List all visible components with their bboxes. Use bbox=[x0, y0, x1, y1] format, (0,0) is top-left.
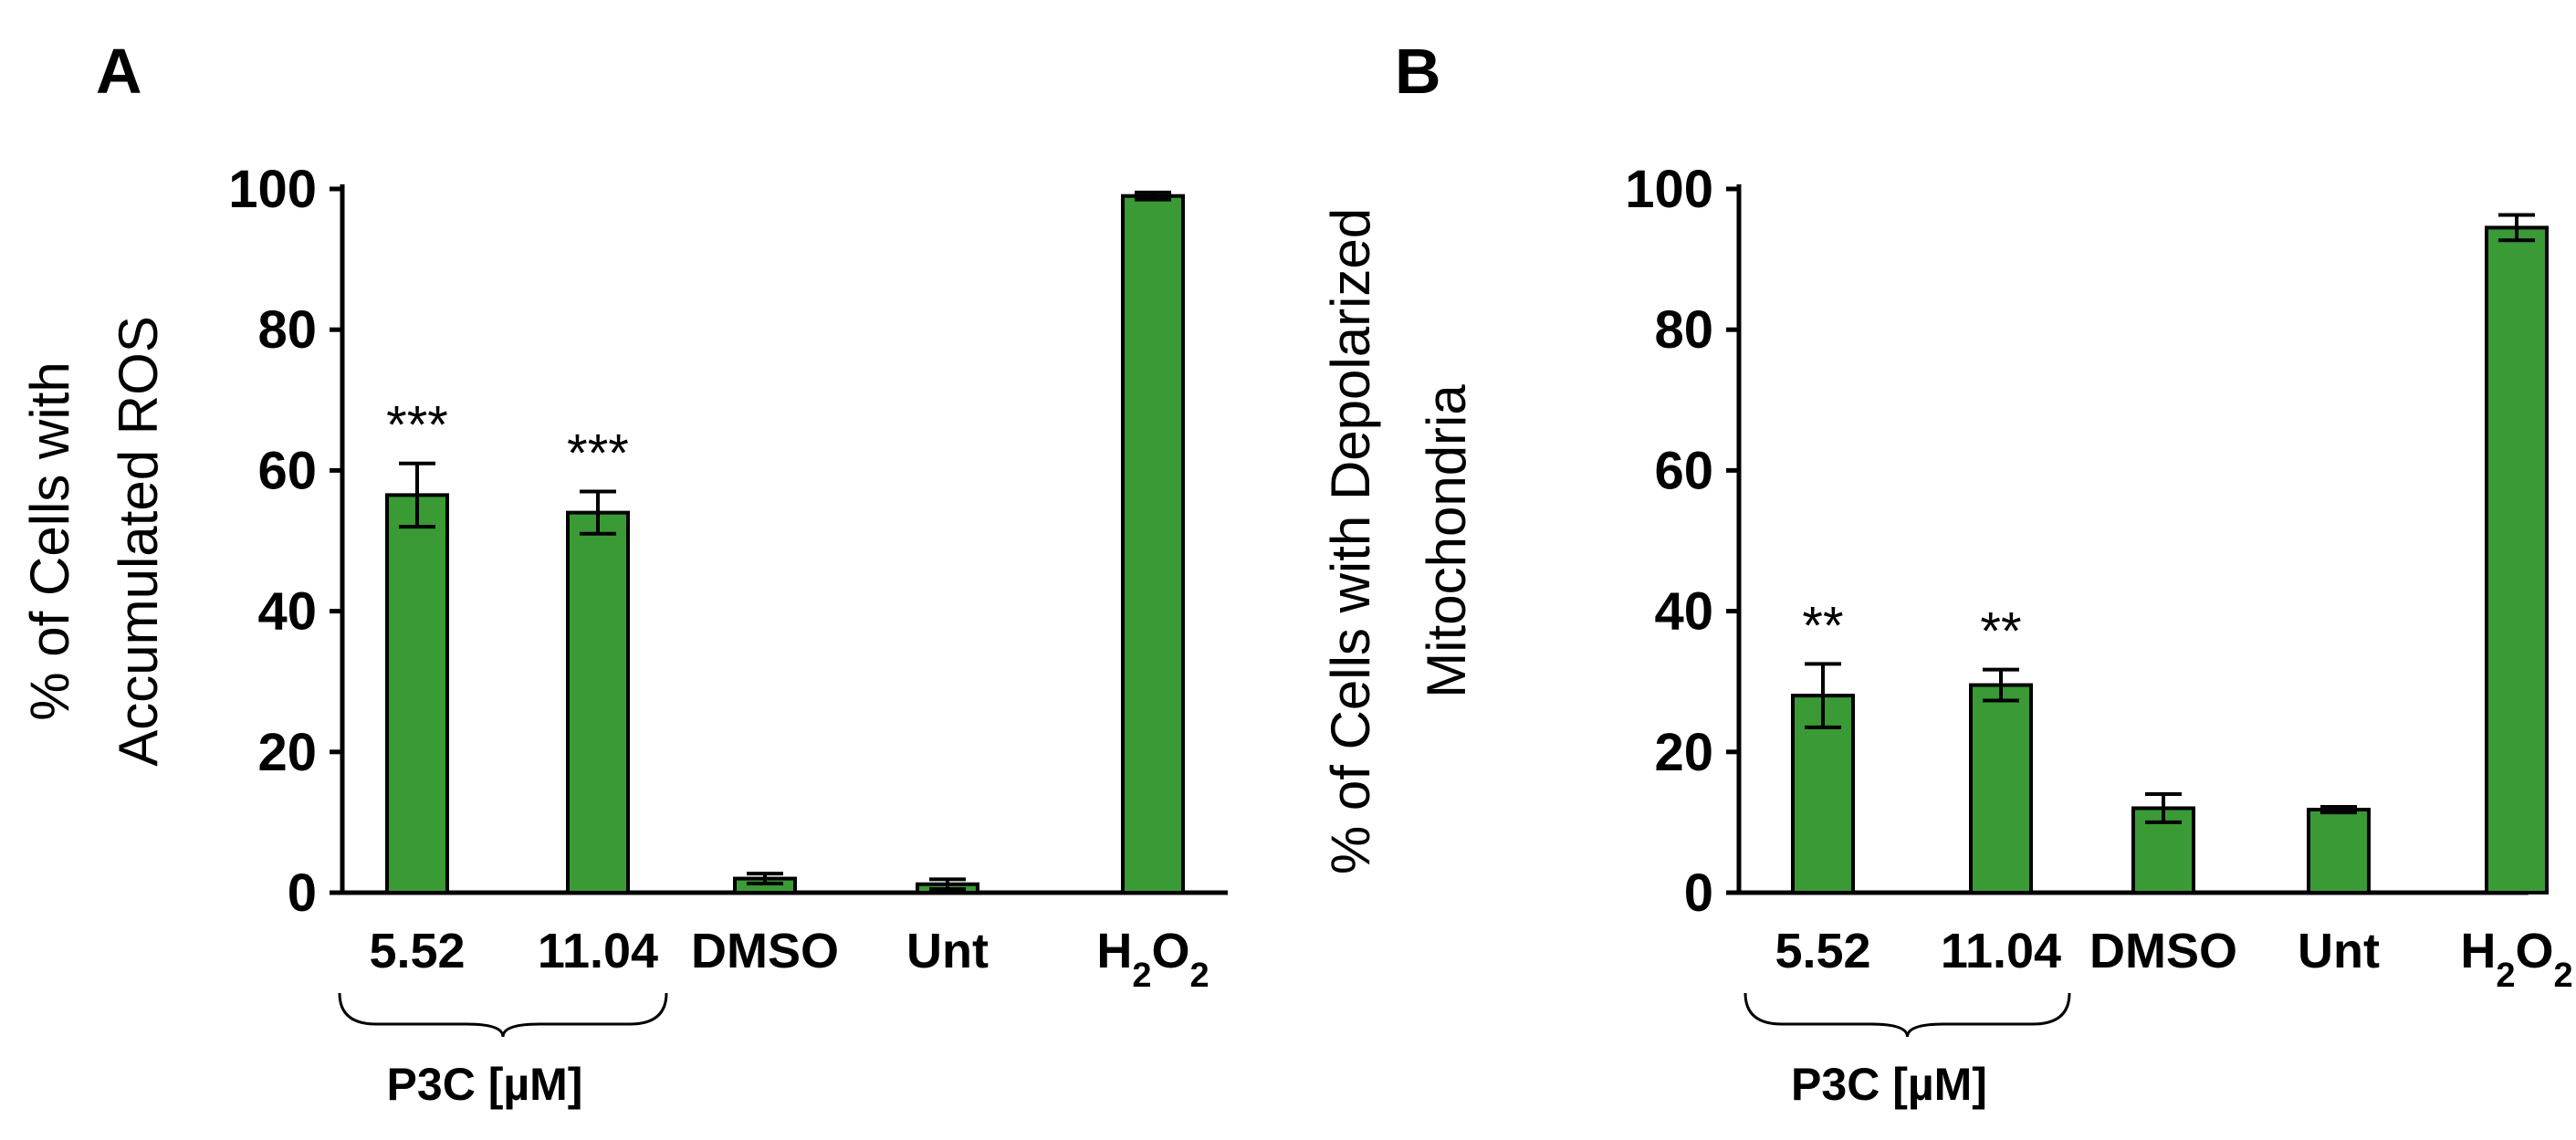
x-tick-label: H2O2 bbox=[1096, 924, 1209, 995]
error-bar bbox=[1135, 190, 1171, 202]
x-tick-label: 5.52 bbox=[1775, 924, 1870, 978]
significance-label: ** bbox=[1980, 602, 2021, 662]
panel-letter: B bbox=[1395, 36, 1441, 107]
y-tick-label: 80 bbox=[257, 300, 317, 360]
y-tick-label: 100 bbox=[228, 160, 317, 219]
x-tick-label: 5.52 bbox=[369, 924, 465, 978]
y-tick-label: 60 bbox=[257, 441, 317, 500]
error-bar bbox=[399, 461, 435, 529]
y-tick-label: 40 bbox=[1654, 582, 1713, 642]
x-tick-label: Unt bbox=[2298, 924, 2380, 978]
error-bar bbox=[2145, 792, 2182, 824]
x-tick-label: 11.04 bbox=[538, 924, 658, 978]
group-brace bbox=[1744, 992, 2071, 1038]
x-tick-label: H2O2 bbox=[2460, 924, 2572, 995]
y-axis-label: Accumulated ROS bbox=[108, 316, 169, 767]
error-bar bbox=[580, 489, 616, 536]
y-tick-label: 40 bbox=[257, 582, 317, 642]
group-label: P3C [µM] bbox=[387, 1059, 583, 1110]
chart-panel-a: A 0 20 40 60 80 100 % of Cells with Accumulated … bbox=[19, 36, 1228, 1110]
y-tick-label: 20 bbox=[257, 723, 317, 782]
group-label: P3C [µM] bbox=[1791, 1059, 1987, 1110]
bar bbox=[2307, 808, 2371, 894]
y-tick-label: 0 bbox=[288, 863, 317, 923]
x-tick-label: DMSO bbox=[691, 924, 839, 978]
error-bar bbox=[747, 872, 783, 885]
y-tick-label: 60 bbox=[1654, 441, 1713, 500]
error-bar bbox=[1983, 667, 2019, 703]
y-tick-label: 80 bbox=[1654, 300, 1713, 360]
panel-letter: A bbox=[96, 36, 142, 107]
x-tick-label: DMSO bbox=[2089, 924, 2237, 978]
x-tick-label: 11.04 bbox=[1941, 924, 2061, 978]
error-bar bbox=[2320, 804, 2357, 815]
significance-label: ** bbox=[1802, 596, 1843, 655]
x-tick-label: Unt bbox=[906, 924, 989, 978]
error-bar bbox=[929, 877, 966, 892]
group-brace bbox=[338, 992, 668, 1038]
significance-label: *** bbox=[567, 424, 629, 484]
y-axis-label: % of Cells with bbox=[19, 361, 80, 720]
y-tick-label: 100 bbox=[1625, 160, 1713, 219]
bar bbox=[566, 510, 630, 894]
chart-panel-b: B 0 20 40 60 80 100 % of Cells with Depolarized… bbox=[1320, 36, 2573, 1110]
bar bbox=[1969, 683, 2033, 894]
y-axis-label: Mitochondria bbox=[1416, 384, 1477, 698]
bar bbox=[385, 493, 449, 894]
y-axis-label: % of Cells with Depolarized bbox=[1320, 208, 1381, 874]
significance-label: *** bbox=[386, 396, 448, 455]
bar bbox=[2485, 225, 2549, 894]
y-tick-label: 20 bbox=[1654, 723, 1713, 782]
bar bbox=[1121, 193, 1185, 894]
y-tick-label: 0 bbox=[1684, 863, 1713, 923]
error-bar bbox=[1805, 662, 1841, 729]
error-bar bbox=[2498, 213, 2535, 243]
